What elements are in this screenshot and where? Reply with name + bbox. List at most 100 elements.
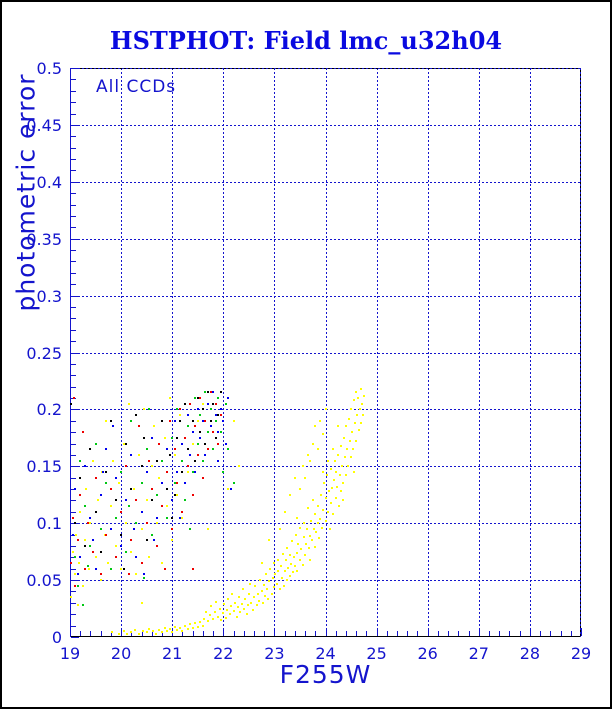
data-point-yellow xyxy=(291,540,294,543)
data-point-yellow xyxy=(314,513,317,516)
data-point-yellow xyxy=(112,459,115,462)
data-point-yellow xyxy=(331,513,334,516)
data-point-red xyxy=(199,397,202,400)
data-point-yellow xyxy=(171,631,174,634)
data-point-yellow xyxy=(114,544,117,547)
x-minor-tick xyxy=(305,631,307,636)
data-point-yellow xyxy=(191,626,194,629)
data-point-yellow xyxy=(154,632,157,635)
data-point-blue xyxy=(114,476,117,479)
data-point-yellow xyxy=(363,394,366,397)
data-point-yellow xyxy=(168,628,171,631)
y-minor-tick xyxy=(71,147,76,149)
data-point-black xyxy=(173,493,176,496)
data-point-green xyxy=(89,544,92,547)
x-major-tick xyxy=(325,628,327,636)
data-point-green xyxy=(160,459,163,462)
data-point-yellow xyxy=(259,579,262,582)
data-point-black xyxy=(191,419,194,422)
data-point-black xyxy=(155,459,158,462)
data-point-yellow xyxy=(140,527,143,530)
data-point-yellow xyxy=(352,470,355,473)
x-minor-tick xyxy=(100,631,102,636)
x-tick-label: 26 xyxy=(417,644,438,663)
data-point-green xyxy=(191,470,194,473)
x-minor-tick xyxy=(80,631,82,636)
x-minor-tick xyxy=(243,631,245,636)
x-minor-tick xyxy=(264,631,266,636)
data-point-blue xyxy=(183,482,186,485)
data-point-yellow xyxy=(294,533,297,536)
data-point-blue xyxy=(104,448,107,451)
data-point-blue xyxy=(191,431,194,434)
y-minor-tick xyxy=(71,272,76,274)
data-point-yellow xyxy=(329,501,332,504)
data-point-yellow xyxy=(181,516,184,519)
y-minor-tick xyxy=(71,341,76,343)
data-point-black xyxy=(135,414,138,417)
data-point-yellow xyxy=(215,600,218,603)
data-point-yellow xyxy=(324,408,327,411)
data-point-yellow xyxy=(137,453,140,456)
data-point-yellow xyxy=(298,526,301,529)
data-point-blue xyxy=(196,408,199,411)
y-minor-tick xyxy=(71,477,76,479)
data-point-yellow xyxy=(282,584,285,587)
data-point-blue xyxy=(204,453,207,456)
data-point-black xyxy=(143,436,146,439)
data-point-red xyxy=(158,442,161,445)
data-point-yellow xyxy=(130,631,133,634)
y-minor-tick xyxy=(71,420,76,422)
x-major-tick xyxy=(581,628,582,636)
data-point-red xyxy=(214,402,217,405)
data-point-yellow xyxy=(345,448,348,451)
data-point-yellow xyxy=(275,582,278,585)
data-point-black xyxy=(219,391,222,394)
x-minor-tick xyxy=(192,631,194,636)
data-point-yellow xyxy=(288,493,291,496)
data-point-yellow xyxy=(201,624,204,627)
y-tick-label: 0.35 xyxy=(26,229,62,249)
data-point-yellow xyxy=(178,414,181,417)
data-point-yellow xyxy=(288,574,291,577)
data-point-yellow xyxy=(283,510,286,513)
data-point-green xyxy=(84,505,87,508)
data-point-yellow xyxy=(329,467,332,470)
data-point-yellow xyxy=(232,609,235,612)
data-point-yellow xyxy=(344,474,347,477)
data-point-green xyxy=(155,493,158,496)
data-point-yellow xyxy=(327,459,330,462)
y-minor-tick xyxy=(71,261,76,263)
data-point-yellow xyxy=(251,608,254,611)
data-point-black xyxy=(171,516,174,519)
data-point-yellow xyxy=(141,630,144,633)
data-point-yellow xyxy=(319,419,322,422)
data-point-yellow xyxy=(110,631,113,634)
y-tick-label: 0.2 xyxy=(36,400,62,420)
data-point-green xyxy=(79,459,82,462)
y-minor-tick xyxy=(71,250,76,252)
data-point-yellow xyxy=(220,618,223,621)
data-point-black xyxy=(194,459,197,462)
data-point-yellow xyxy=(227,488,230,491)
data-point-black xyxy=(199,431,202,434)
data-point-green xyxy=(127,505,130,508)
data-point-red xyxy=(73,397,76,400)
data-point-yellow xyxy=(337,505,340,508)
plot-area: All CCDs xyxy=(70,68,582,638)
data-point-blue xyxy=(186,414,189,417)
x-minor-tick xyxy=(213,631,215,636)
x-minor-tick xyxy=(151,631,153,636)
data-point-green xyxy=(181,459,184,462)
data-point-red xyxy=(81,431,84,434)
x-minor-tick xyxy=(131,631,133,636)
data-point-yellow xyxy=(78,562,81,565)
y-minor-tick xyxy=(71,306,76,308)
y-minor-tick xyxy=(71,386,76,388)
data-point-yellow xyxy=(107,562,110,565)
data-point-yellow xyxy=(235,615,238,618)
data-point-black xyxy=(130,488,133,491)
data-point-red xyxy=(99,573,102,576)
data-point-yellow xyxy=(252,596,255,599)
data-point-red xyxy=(204,419,207,422)
